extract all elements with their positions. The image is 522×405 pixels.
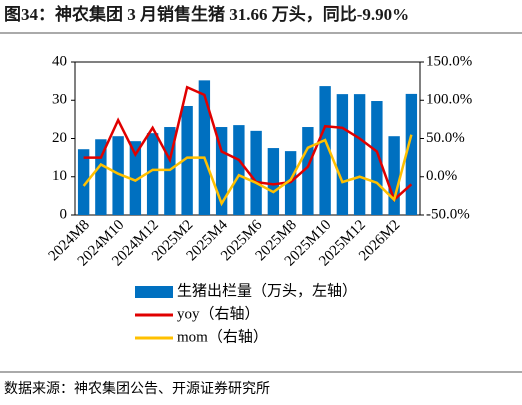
y2-tick-label: 0.0%: [426, 168, 457, 184]
legend-label: mom（右轴）: [177, 328, 268, 345]
bar: [319, 86, 331, 215]
line: [82, 134, 413, 207]
source: 数据来源：神农集团公告、开源证券研究所: [4, 380, 270, 397]
bar: [336, 94, 349, 215]
bar: [233, 125, 245, 215]
y-tick-label: 40: [52, 53, 67, 69]
bar: [388, 136, 400, 215]
bar: [353, 94, 366, 215]
line: [83, 85, 413, 202]
bar: [250, 130, 262, 215]
bar: [146, 133, 159, 215]
y-tick-label: 30: [52, 92, 67, 108]
bar: [371, 101, 383, 215]
bar: [267, 148, 280, 215]
bar: [302, 127, 314, 215]
y-tick-label: 20: [52, 130, 67, 146]
y-tick-label: 0: [60, 206, 68, 222]
chart-title: 图34：神农集团 3 月销售生猪 31.66 万头，同比-9.90%: [4, 4, 409, 24]
y2-tick-label: 100.0%: [426, 92, 472, 108]
bar: [405, 93, 418, 215]
bar: [77, 149, 90, 215]
bar: [181, 105, 193, 215]
bar: [129, 141, 142, 215]
y2-tick-label: 50.0%: [426, 130, 465, 146]
y2-tick-label: -50.0%: [426, 206, 470, 222]
legend-label: 生猪出栏量（万头，左轴）: [177, 282, 357, 299]
legend-swatch: [135, 286, 173, 298]
legend-label: yoy（右轴）: [177, 305, 260, 322]
y-tick-label: 10: [52, 168, 67, 184]
bar: [198, 80, 211, 215]
bar: [95, 139, 107, 215]
bar: [215, 127, 228, 215]
bar: [112, 136, 124, 215]
y2-tick-label: 150.0%: [426, 53, 472, 69]
